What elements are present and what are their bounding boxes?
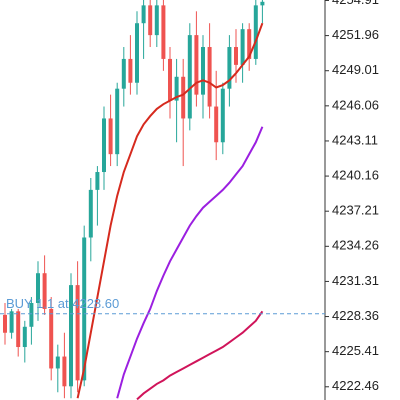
candle-body: [214, 106, 219, 143]
candle-body: [82, 237, 87, 381]
y-tick-label: 4225.41: [332, 343, 379, 358]
candle-body: [102, 118, 106, 173]
candle-body: [181, 76, 186, 119]
y-tick-label: 4246.06: [332, 97, 379, 112]
candle-body: [168, 58, 172, 101]
candle-body: [16, 311, 21, 348]
candle-body: [42, 273, 47, 309]
candle-body: [234, 47, 238, 65]
y-tick-label: 4234.26: [332, 238, 379, 253]
candle-body: [148, 5, 153, 36]
y-tick-label: 4237.21: [332, 203, 379, 218]
candle-body: [36, 273, 40, 303]
candle-body: [154, 5, 159, 36]
candle-body: [260, 1, 265, 6]
y-tick-label: 4254.91: [332, 0, 379, 7]
candle-body: [207, 47, 212, 107]
candle-body: [75, 285, 80, 381]
candle-body: [247, 29, 252, 59]
y-tick-label: 4243.11: [332, 132, 378, 147]
candle-body: [194, 35, 199, 95]
candle-body: [201, 47, 205, 95]
candle-body: [128, 58, 133, 83]
candle-body: [161, 5, 166, 59]
candle-body: [62, 356, 67, 387]
candle-body: [187, 35, 192, 119]
moving-average-line: [116, 126, 264, 399]
candle-body: [88, 189, 93, 238]
candle-body: [69, 285, 73, 387]
candle-body: [55, 356, 60, 369]
candle-body: [220, 88, 225, 143]
y-tick-label: 4249.01: [332, 62, 379, 77]
y-tick-label: 4231.31: [332, 273, 379, 288]
candle-body: [9, 311, 14, 333]
buy-label: BUY 1.1 at 4228.60: [6, 296, 119, 311]
candle-body: [227, 47, 232, 89]
candle-body: [253, 5, 258, 59]
candle-body: [29, 302, 34, 327]
candle-body: [135, 23, 139, 83]
moving-average-line: [76, 22, 264, 399]
candle-body: [121, 58, 126, 89]
candle-body: [174, 76, 179, 101]
y-tick-label: 4251.96: [332, 27, 379, 42]
candle-body: [115, 88, 120, 155]
y-tick-label: 4228.36: [332, 308, 379, 323]
candle-body: [49, 308, 54, 369]
candle-body: [240, 29, 245, 65]
candle-body: [108, 118, 113, 155]
candle-body: [141, 5, 146, 24]
moving-average-line: [136, 310, 264, 400]
y-tick-label: 4222.46: [332, 378, 379, 393]
y-tick-label: 4240.16: [332, 168, 379, 183]
candle-body: [3, 314, 7, 333]
candle-body: [22, 326, 27, 348]
candle-body: [95, 172, 100, 190]
